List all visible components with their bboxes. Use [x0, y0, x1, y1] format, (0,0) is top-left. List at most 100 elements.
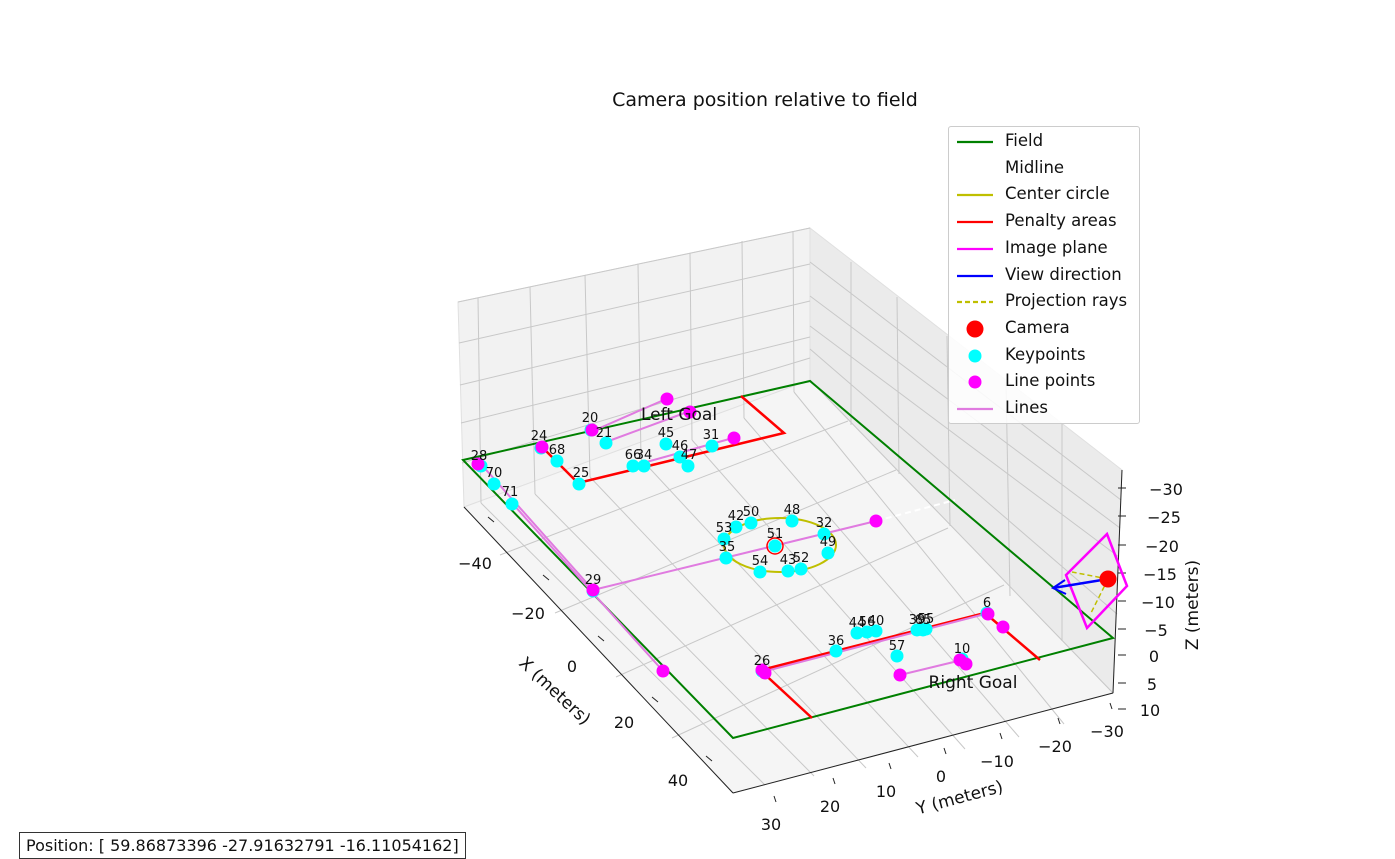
legend: Field Midline Center circle Penalty areas Im… — [948, 126, 1140, 424]
keypoint-label: 26 — [754, 654, 771, 669]
keypoint-marker — [717, 532, 731, 546]
keypoint-marker — [637, 459, 651, 473]
legend-label: Center circle — [1005, 184, 1110, 204]
penalty-area-right-side — [984, 612, 1041, 661]
keypoint-label: 35 — [719, 540, 736, 555]
y-axis-tick-label: −30 — [1090, 722, 1124, 741]
y-axis-line — [732, 692, 1114, 794]
keypoint-label: 34 — [636, 448, 653, 463]
keypoint-marker — [744, 516, 758, 530]
grid-line — [459, 300, 811, 386]
keypoint-marker — [505, 497, 519, 511]
keypoint-label: 44 — [849, 616, 866, 631]
keypoint-marker — [681, 459, 695, 473]
legend-symbol — [957, 274, 993, 277]
legend-symbol — [957, 167, 993, 170]
midline — [875, 499, 956, 522]
keypoint-marker — [729, 520, 743, 534]
x-axis-label: X (meters) — [515, 653, 595, 729]
z-tick-label: −10 — [1141, 593, 1175, 612]
keypoint-label: 51 — [767, 527, 784, 542]
keypoint-label: 29 — [585, 573, 602, 588]
grid-line — [460, 336, 811, 424]
keypoint-marker — [550, 454, 564, 468]
z-tick-label: −5 — [1144, 621, 1168, 640]
legend-symbol — [957, 407, 993, 411]
z-tick-label: 0 — [1149, 647, 1159, 666]
grid-line — [809, 379, 1114, 694]
grid-line — [457, 227, 811, 303]
legend-label: Midline — [1005, 157, 1065, 177]
line-point-marker — [758, 666, 772, 680]
legend-label: Line points — [1005, 371, 1096, 391]
keypoint-label: 68 — [549, 443, 566, 458]
x-tick-label: −40 — [458, 554, 492, 573]
detected-line — [592, 398, 667, 432]
keypoint-marker — [916, 623, 930, 637]
x-axis-line — [463, 506, 734, 794]
grid-line — [461, 357, 811, 464]
x-tick — [651, 696, 659, 703]
keypoint-label: 56 — [859, 615, 876, 630]
legend-item: Field — [949, 129, 1139, 155]
z-axis-label: Z (meters) — [1183, 560, 1203, 650]
legend-symbol — [957, 220, 993, 224]
keypoint-label: 65 — [915, 613, 932, 628]
keypoint-marker — [572, 477, 586, 491]
x-tick — [705, 755, 713, 762]
line-point-marker — [586, 583, 600, 597]
data-points — [471, 392, 1117, 682]
left-goal-label: Left Goal — [641, 405, 717, 425]
legend-label: Image plane — [1005, 237, 1108, 257]
camera-marker — [1099, 570, 1117, 588]
grid-line — [671, 584, 1005, 739]
line-point-marker — [981, 607, 995, 621]
line-point-marker — [893, 668, 907, 682]
legend-item: Keypoints — [949, 343, 1139, 369]
keypoint-label: 42 — [728, 509, 745, 524]
keypoint-label: 28 — [471, 449, 488, 464]
x-tick-label: 40 — [668, 771, 688, 790]
legend-label: Camera — [1005, 317, 1070, 337]
legend-symbol — [968, 375, 982, 389]
legend-symbol — [968, 349, 982, 363]
grid-line — [499, 420, 849, 556]
keypoint-label: 6 — [983, 596, 991, 611]
line-point-marker — [959, 657, 973, 671]
keypoint-label: 52 — [793, 551, 810, 566]
keypoint-marker — [781, 564, 795, 578]
grid-line — [480, 502, 766, 786]
z-tick-label: −20 — [1145, 537, 1179, 556]
legend-item: Lines — [949, 396, 1139, 422]
keypoint-marker — [719, 551, 733, 565]
grid-line — [792, 230, 795, 393]
keypoint-marker — [705, 439, 719, 453]
keypoint-marker — [673, 450, 687, 464]
line-point-marker — [471, 457, 485, 471]
z-tick-label: −15 — [1143, 565, 1177, 584]
right-goal-label: Right Goal — [929, 673, 1018, 693]
grid-line — [615, 527, 949, 678]
keypoint-marker — [794, 562, 808, 576]
line-point-marker — [660, 392, 674, 406]
keypoint-label: 46 — [672, 439, 689, 454]
line-point-marker — [869, 514, 883, 528]
grid-line — [741, 240, 745, 419]
keypoint-label: 55 — [918, 612, 935, 627]
position-readout: Position: [ 59.86873396 -27.91632791 -16… — [19, 832, 466, 859]
keypoint-marker — [599, 436, 613, 450]
y-axis-tick-label: 10 — [876, 782, 896, 801]
y-axis-tick-label: 20 — [820, 797, 840, 816]
keypoint-label: 71 — [502, 485, 519, 500]
y-tick — [999, 732, 1003, 740]
legend-symbol — [957, 301, 993, 304]
y-tick — [832, 777, 836, 785]
z-tick-label: 10 — [1140, 701, 1160, 720]
legend-item: Camera — [949, 316, 1139, 342]
x-tick — [542, 574, 550, 581]
line-point-marker — [996, 620, 1010, 634]
grid-line — [809, 325, 1120, 558]
keypoint-label: 24 — [531, 429, 548, 444]
z-tick-label: 5 — [1147, 675, 1157, 694]
